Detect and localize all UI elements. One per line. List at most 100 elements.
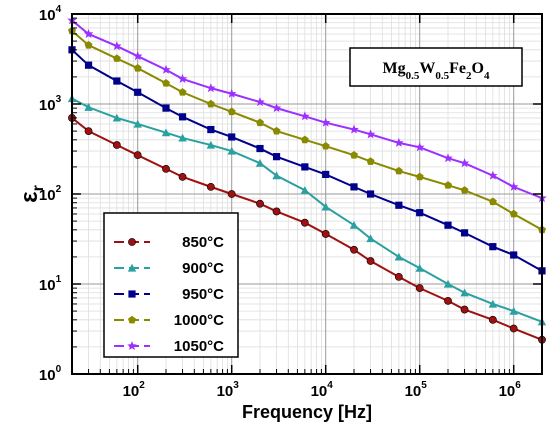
data-point: [415, 172, 424, 181]
data-point: [112, 113, 122, 122]
axis-ticks: [71, 13, 543, 375]
x-tick-label: 103: [217, 380, 240, 400]
series-star: [67, 15, 547, 203]
data-point: [84, 61, 93, 69]
data-point: [366, 234, 375, 243]
data-point: [228, 133, 236, 141]
series-line: [71, 19, 543, 200]
formula-annotation: Mg0.5W0.5Fe2O4: [349, 47, 523, 87]
data-point: [444, 181, 452, 189]
data-point: [178, 88, 187, 96]
legend-label: 950°C: [182, 286, 224, 303]
data-point: [226, 88, 237, 98]
data-point: [489, 243, 497, 251]
legend-item: 1050°C: [114, 338, 224, 355]
series-pentagon: [68, 26, 546, 234]
data-point: [366, 257, 375, 265]
data-point: [162, 79, 170, 87]
data-point: [509, 324, 518, 333]
data-point: [349, 124, 359, 134]
y-tick-label: 103: [39, 94, 62, 114]
data-point: [134, 88, 142, 96]
data-point: [206, 99, 215, 108]
data-point: [227, 146, 236, 155]
data-point: [350, 150, 358, 159]
data-point: [162, 104, 170, 112]
data-point: [443, 153, 453, 163]
legend-marker: [127, 263, 137, 272]
data-point: [227, 190, 236, 198]
formula-box: [349, 47, 523, 87]
data-point: [414, 142, 425, 152]
legend-label: 1050°C: [174, 338, 224, 355]
data-point: [300, 135, 309, 144]
x-tick-label: 104: [311, 380, 334, 400]
data-point: [444, 221, 452, 229]
data-point: [394, 137, 404, 147]
data-point: [415, 263, 424, 272]
data-point: [84, 103, 93, 111]
data-point: [488, 197, 497, 206]
legend-item: 900°C: [114, 260, 224, 277]
data-point: [321, 230, 330, 238]
data-point: [443, 279, 453, 288]
data-point: [272, 153, 281, 161]
y-axis-label-main: ε: [16, 191, 43, 202]
data-point: [112, 54, 121, 62]
legend-item: 1000°C: [114, 312, 224, 329]
data-point: [509, 209, 518, 218]
x-axis-label: Frequency [Hz]: [242, 402, 372, 422]
data-point: [133, 151, 142, 160]
series-square: [68, 46, 546, 275]
legend: 850°C 900°C 950°C 1000°C 1050°C: [103, 212, 239, 358]
legend-item: 850°C: [114, 234, 224, 251]
data-point: [178, 172, 187, 181]
y-tick-labels: 100 101 102 103 104: [39, 4, 62, 384]
legend-marker: [127, 341, 137, 351]
data-point: [320, 117, 331, 127]
data-point: [460, 229, 469, 237]
data-point: [227, 107, 236, 116]
data-point: [350, 245, 358, 254]
data-point: [508, 181, 519, 191]
data-point: [321, 141, 330, 150]
data-point: [300, 218, 309, 227]
x-tick-label: 105: [405, 380, 428, 400]
data-point: [256, 199, 264, 208]
legend-item: 950°C: [114, 286, 224, 303]
y-tick-label: 101: [39, 274, 62, 294]
data-point: [366, 157, 375, 165]
data-point: [207, 125, 215, 134]
data-point: [509, 306, 518, 315]
data-point: [349, 221, 359, 229]
series-layer: [67, 15, 547, 344]
y-axis-label: εr: [16, 185, 47, 203]
legend-label: 1000°C: [174, 312, 224, 329]
svg-text:εr: εr: [16, 185, 47, 203]
x-tick-labels: 102 103 104 105 106: [123, 380, 522, 400]
data-point: [488, 315, 497, 324]
data-point: [112, 141, 121, 149]
data-point: [415, 284, 424, 293]
data-point: [271, 103, 282, 113]
data-point: [255, 97, 265, 107]
data-point: [161, 128, 171, 137]
data-point: [459, 158, 470, 168]
data-point: [350, 183, 358, 191]
data-point: [178, 133, 187, 142]
legend-marker: [128, 315, 136, 324]
data-point: [488, 170, 498, 180]
data-point: [113, 77, 121, 85]
data-point: [112, 41, 122, 51]
data-point: [178, 113, 187, 121]
data-point: [300, 111, 310, 121]
data-point: [83, 28, 94, 39]
data-point: [366, 190, 375, 198]
y-axis-label-sub: r: [30, 185, 47, 191]
legend-box: [103, 212, 239, 358]
x-tick-label: 106: [499, 380, 522, 400]
legend-label: 850°C: [182, 234, 224, 251]
legend-label: 900°C: [182, 260, 224, 277]
data-point: [394, 272, 403, 281]
